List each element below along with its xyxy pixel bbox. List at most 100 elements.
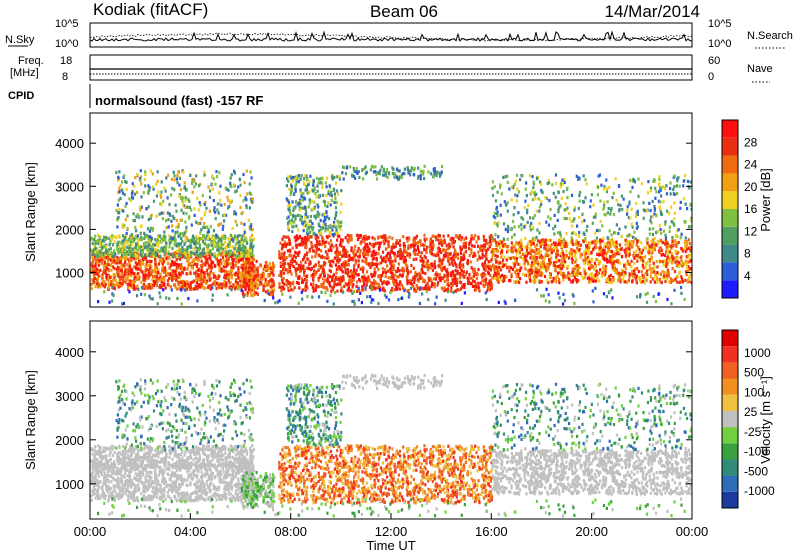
power-cell [144, 253, 146, 256]
power-cell [294, 217, 296, 220]
power-cell [297, 214, 299, 217]
power-cell [143, 191, 145, 194]
power-cell [501, 262, 503, 265]
power-cell [287, 180, 289, 183]
beam-title: Beam 06 [370, 2, 438, 21]
power-cell [318, 279, 320, 282]
power-cell [644, 255, 646, 258]
power-cell [124, 273, 126, 276]
power-cell [623, 280, 625, 283]
power-cell [108, 269, 110, 272]
power-cell [251, 200, 253, 203]
power-cell [461, 269, 463, 272]
power-cell [351, 174, 353, 177]
power-cell [227, 270, 229, 273]
power-cell [160, 194, 162, 197]
power-cell [169, 214, 171, 217]
power-cell [485, 252, 487, 255]
power-cell [322, 194, 324, 197]
power-cell [149, 230, 151, 233]
power-cell [119, 278, 121, 281]
power-cell [565, 276, 567, 279]
power-cell [192, 235, 194, 238]
power-cell [424, 272, 426, 275]
power-cell [459, 234, 461, 237]
power-cell [440, 238, 442, 241]
power-cell [366, 270, 368, 273]
power-cell [109, 255, 111, 258]
power-cell [501, 274, 503, 277]
power-cell [564, 245, 566, 248]
power-cell [179, 273, 181, 276]
power-cell [385, 247, 387, 250]
power-cell [211, 182, 213, 185]
power-cell [414, 271, 416, 274]
power-cell [470, 248, 472, 251]
power-cell [107, 257, 109, 260]
power-cell [347, 271, 349, 274]
power-cell [367, 253, 369, 256]
power-cell [535, 257, 537, 260]
power-cell [264, 265, 266, 268]
power-cell [324, 275, 326, 278]
power-cell [330, 249, 332, 252]
power-cell [331, 228, 333, 231]
power-cell [567, 271, 569, 274]
power-cell [219, 286, 221, 289]
power-cell [320, 232, 322, 235]
power-cell [267, 275, 269, 278]
power-cell [528, 252, 530, 255]
power-cell [343, 177, 345, 180]
power-cell [483, 239, 485, 242]
power-cell [221, 286, 223, 289]
power-cell [298, 264, 300, 267]
power-cell [421, 268, 423, 271]
power-cell [395, 280, 397, 283]
power-cell [306, 178, 308, 181]
power-cell [407, 166, 409, 169]
power-cell [176, 254, 178, 257]
power-cell [348, 236, 350, 239]
power-cell [157, 191, 159, 194]
power-cell [135, 229, 137, 232]
power-cell [370, 281, 372, 284]
power-cell [185, 206, 187, 209]
power-cell [310, 283, 312, 286]
power-cell [248, 255, 250, 258]
power-cell [396, 282, 398, 285]
power-cell [157, 271, 159, 274]
power-cell [421, 264, 423, 267]
power-cell [230, 176, 232, 179]
power-cell [233, 251, 235, 254]
power-cell [356, 290, 358, 293]
power-cell [457, 257, 459, 260]
power-cell [430, 266, 432, 269]
power-cell [165, 242, 167, 245]
power-cell [389, 257, 391, 260]
power-cell [139, 179, 141, 182]
power-cell [324, 229, 326, 232]
power-cell [654, 281, 656, 284]
power-cell [463, 242, 465, 245]
power-cell [147, 192, 149, 195]
power-cell [388, 245, 390, 248]
power-cell [436, 236, 438, 239]
power-cell [286, 256, 288, 259]
power-cell [105, 245, 107, 248]
power-cell [137, 239, 139, 242]
power-cell [306, 188, 308, 191]
power-cell [209, 278, 211, 281]
power-cell [110, 264, 112, 267]
power-cell [253, 264, 255, 267]
power-cell [449, 263, 451, 266]
power-cell [452, 270, 454, 273]
power-cell [174, 283, 176, 286]
power-cell [439, 273, 441, 276]
power-cell [467, 282, 469, 285]
power-cell [477, 251, 479, 254]
power-cell [110, 247, 112, 250]
power-cell [223, 219, 225, 222]
power-cell [101, 261, 103, 264]
power-cell [305, 242, 307, 245]
power-cell [97, 239, 99, 242]
